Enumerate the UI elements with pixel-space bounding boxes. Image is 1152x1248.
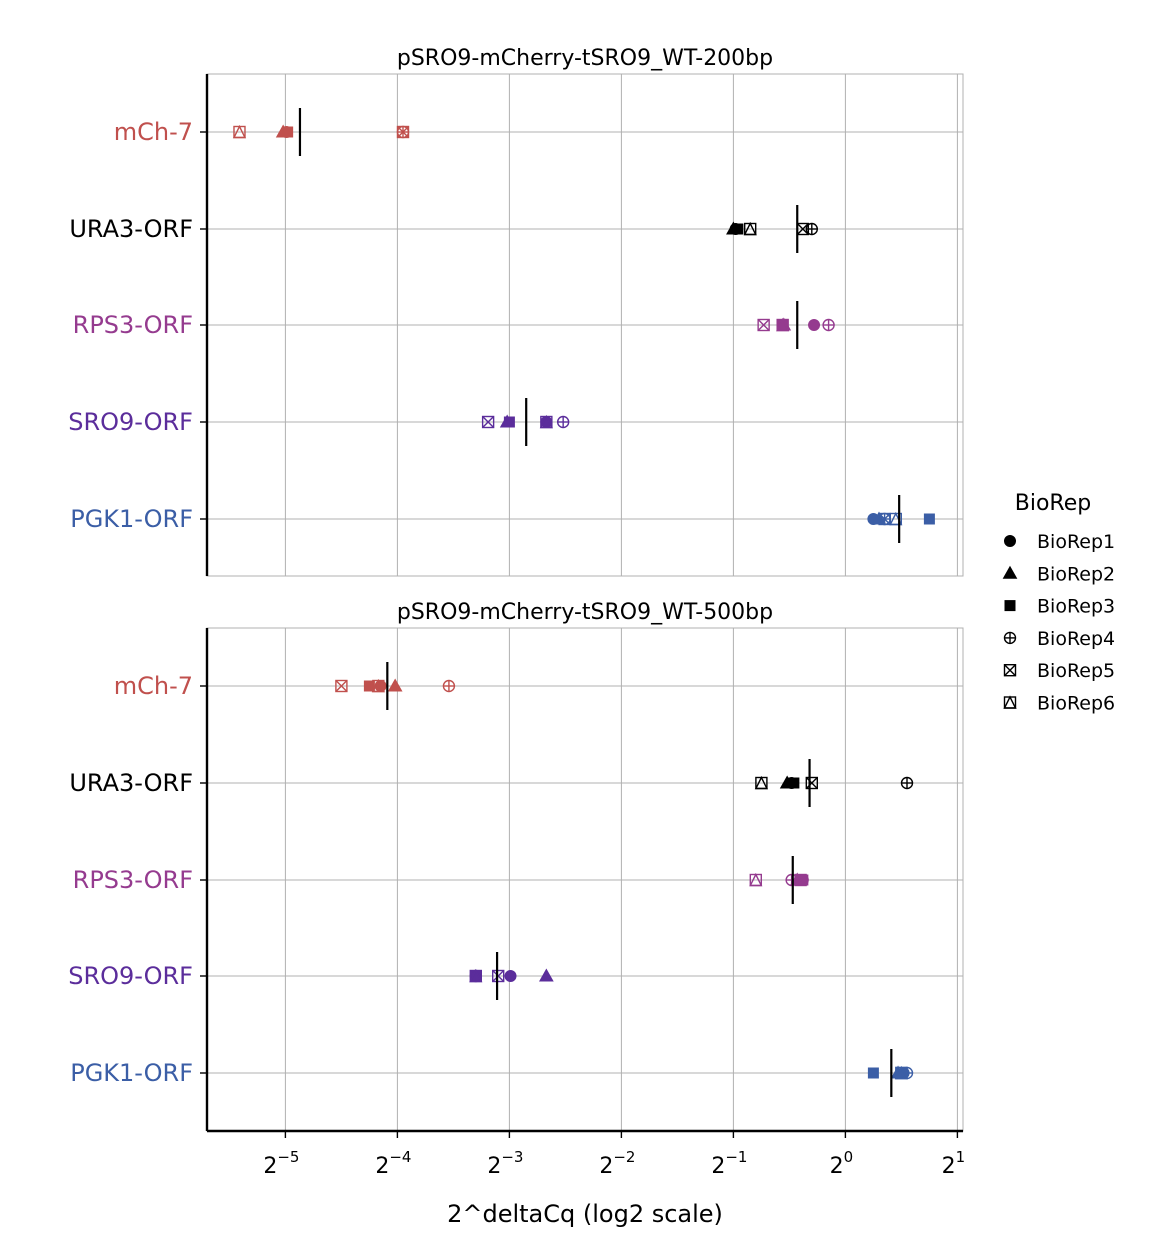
- x-tick-label: 2−5: [263, 1148, 299, 1179]
- x-tick-label: 21: [942, 1148, 966, 1179]
- legend-entry: BioRep5: [1003, 660, 1115, 682]
- data-point: [539, 414, 553, 429]
- legend-label: BioRep5: [1037, 660, 1115, 682]
- legend-label: BioRep3: [1037, 596, 1115, 618]
- category-label: SRO9-ORF: [68, 408, 193, 436]
- legend-entry: BioRep6: [1003, 693, 1115, 715]
- legend-marker: [1003, 695, 1017, 709]
- legend-label: BioRep2: [1037, 563, 1115, 585]
- legend-marker: [1004, 535, 1016, 547]
- data-point: [805, 776, 818, 790]
- x-axis-label: 2^deltaCq (log2 scale): [447, 1200, 723, 1228]
- data-point: [481, 415, 495, 429]
- data-point: [923, 513, 935, 525]
- legend-marker: [1004, 600, 1016, 612]
- legend-label: BioRep1: [1037, 531, 1115, 553]
- data-point: [492, 969, 505, 983]
- x-tick-label: 2−4: [375, 1148, 411, 1179]
- legend-title: BioRep: [1015, 491, 1091, 516]
- data-point: [469, 968, 483, 983]
- data-point: [282, 126, 294, 138]
- category-label: PGK1-ORF: [70, 1059, 193, 1087]
- data-point: [363, 680, 375, 692]
- x-axis: 2−5 2−4 2−3 2−2 2−1 20 21: [263, 1131, 965, 1179]
- category-label: SRO9-ORF: [68, 962, 193, 990]
- x-tick-label: 2−3: [487, 1148, 523, 1179]
- data-point: [442, 679, 456, 693]
- data-point: [540, 416, 553, 428]
- panel-2: pSRO9-mCherry-tSRO9_WT-500bp mCh-7 URA3-OR…: [68, 600, 964, 1133]
- category-label: URA3-ORF: [69, 769, 193, 797]
- data-point: [556, 415, 570, 429]
- data-point: [900, 776, 914, 790]
- panel-title: pSRO9-mCherry-tSRO9_WT-200bp: [397, 46, 773, 71]
- data-point: [749, 872, 763, 887]
- data-point: [503, 416, 515, 428]
- x-tick-label: 20: [830, 1148, 854, 1179]
- data-point: [794, 873, 807, 887]
- data-point: [754, 775, 769, 790]
- legend-entry: BioRep2: [1002, 563, 1115, 585]
- x-tick-label: 2−2: [599, 1148, 635, 1179]
- data-point: [808, 319, 821, 331]
- category-label: URA3-ORF: [69, 215, 193, 243]
- data-point: [894, 1065, 909, 1080]
- data-point: [387, 678, 403, 692]
- legend-entry: BioRep1: [1004, 531, 1115, 553]
- legend-marker: [1003, 631, 1017, 645]
- data-point: [757, 318, 770, 332]
- category-label: mCh-7: [114, 118, 193, 146]
- category-label: RPS3-ORF: [73, 866, 193, 894]
- legend-entries: BioRep1 BioRep2 BioRep3 BioRep4 BioRep5 BioRe…: [1002, 531, 1115, 715]
- data-point: [335, 679, 348, 693]
- data-point: [504, 970, 517, 982]
- data-point: [469, 969, 482, 983]
- data-point: [232, 124, 247, 139]
- legend-marker: [1002, 565, 1018, 579]
- category-label: RPS3-ORF: [73, 311, 193, 339]
- category-label: PGK1-ORF: [70, 505, 193, 533]
- legend-label: BioRep6: [1037, 693, 1115, 715]
- data-point: [822, 318, 835, 332]
- legend: BioRep BioRep1BioRep2BioRep3BioRep4BioRe…: [1002, 491, 1115, 715]
- data-point: [539, 968, 554, 982]
- legend-marker: [1003, 664, 1017, 677]
- panels: pSRO9-mCherry-tSRO9_WT-200bp mCh-7 URA3-OR…: [68, 46, 964, 1133]
- data-point: [371, 678, 385, 693]
- x-tick-label: 2−1: [711, 1148, 747, 1179]
- data-point: [867, 1067, 879, 1079]
- panel-1: pSRO9-mCherry-tSRO9_WT-200bp mCh-7 URA3-OR…: [68, 46, 964, 577]
- category-label: mCh-7: [114, 672, 193, 700]
- data-point: [776, 317, 790, 332]
- data-point: [788, 777, 800, 789]
- data-point: [743, 221, 757, 236]
- panel-title: pSRO9-mCherry-tSRO9_WT-500bp: [397, 600, 773, 625]
- data-point: [732, 223, 744, 235]
- data-point: [396, 125, 410, 139]
- legend-entry: BioRep3: [1004, 596, 1115, 618]
- legend-entry: BioRep4: [1003, 628, 1115, 650]
- legend-label: BioRep4: [1037, 628, 1115, 650]
